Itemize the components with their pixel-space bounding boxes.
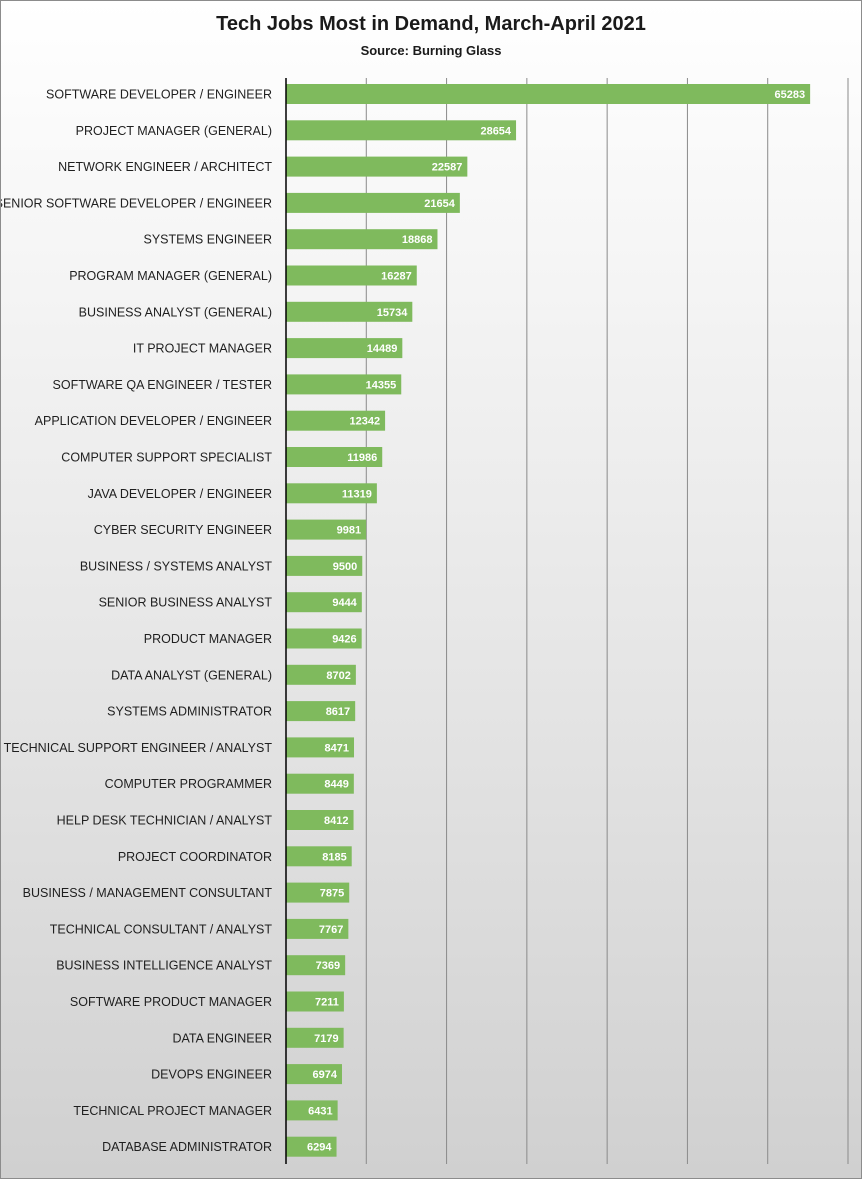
category-label: NETWORK ENGINEER / ARCHITECT [58,160,272,174]
bar-value-label: 12342 [349,416,380,428]
bar-value-label: 9500 [333,561,357,573]
bar [286,1064,342,1085]
bar-value-label: 6294 [307,1142,332,1154]
bar [286,555,363,576]
bar [286,701,356,722]
chart-subtitle: Source: Burning Glass [360,43,502,58]
bar-value-label: 6974 [313,1069,338,1081]
category-label: SOFTWARE PRODUCT MANAGER [70,995,272,1009]
category-label: BUSINESS INTELLIGENCE ANALYST [56,959,272,973]
bar [286,628,362,649]
bar [286,955,346,976]
category-label: IT PROJECT MANAGER [133,342,272,356]
category-label: SYSTEMS ENGINEER [144,233,273,247]
category-label: HELP DESK TECHNICIAN / ANALYST [57,814,273,828]
bar [286,773,354,794]
bar [286,810,354,830]
bar [286,882,350,903]
category-label: PROGRAM MANAGER (GENERAL) [69,269,272,283]
category-labels: SOFTWARE DEVELOPER / ENGINEER PROJECT MAN… [1,88,272,1155]
category-label: DATA ENGINEER [172,1031,272,1045]
bar-value-label: 9426 [332,634,356,646]
bar-value-label: 11319 [342,488,372,500]
category-label: PRODUCT MANAGER [144,632,272,646]
bar-value-label: 28654 [480,125,511,137]
bar-value-label: 9444 [332,597,357,609]
category-label: TECHNICAL SUPPORT ENGINEER / ANALYST [4,741,273,755]
bar-value-label: 7875 [320,888,344,900]
bar-value-label: 7369 [316,960,340,972]
bars: 65283 28654 22587 21654 18868 16287 15734 14489… [286,84,811,1157]
bar-value-label: 14489 [367,343,398,355]
bar [286,519,367,540]
category-label: TECHNICAL PROJECT MANAGER [73,1104,272,1118]
bar [286,447,383,467]
bar [286,410,386,431]
bar [286,301,413,322]
bar [286,338,403,359]
bar-value-label: 15734 [377,307,408,319]
category-label: SOFTWARE QA ENGINEER / TESTER [53,378,272,392]
category-label: DATA ANALYST (GENERAL) [111,668,272,682]
bar [286,1027,344,1048]
category-label: DEVOPS ENGINEER [151,1068,272,1082]
grid-lines [365,78,849,1164]
bar-value-label: 8412 [324,815,348,827]
bar-value-label: 8449 [324,779,348,791]
bar [286,592,362,613]
category-label: SENIOR BUSINESS ANALYST [99,596,273,610]
bar-value-label: 6431 [308,1105,332,1117]
category-label: SOFTWARE DEVELOPER / ENGINEER [46,88,272,102]
category-label: CYBER SECURITY ENGINEER [94,523,272,537]
bar [286,84,811,104]
bar [286,991,344,1012]
category-label: COMPUTER SUPPORT SPECIALIST [61,451,272,465]
bar-value-label: 7179 [314,1033,338,1045]
bar [286,483,377,504]
chart-title: Tech Jobs Most in Demand, March-April 20… [216,13,646,35]
bar-value-label: 7211 [315,997,339,1009]
bar [286,918,349,939]
bar [286,664,356,685]
category-label: BUSINESS / SYSTEMS ANALYST [80,559,273,573]
category-label: APPLICATION DEVELOPER / ENGINEER [35,414,272,428]
category-label: BUSINESS ANALYST (GENERAL) [79,305,272,319]
category-label: PROJECT COORDINATOR [118,850,272,864]
bar [286,374,402,395]
bar-value-label: 8702 [326,670,350,682]
category-label: PROJECT MANAGER (GENERAL) [76,124,272,138]
bar-value-label: 65283 [775,89,806,101]
bar-value-label: 7767 [319,924,343,936]
bar-value-label: 18868 [402,234,433,246]
bar [286,1136,337,1157]
bar-value-label: 8471 [325,742,349,754]
bar-value-label: 8185 [322,851,346,863]
bar [286,229,438,250]
bar-value-label: 21654 [424,198,455,210]
category-label: JAVA DEVELOPER / ENGINEER [88,487,272,501]
category-label: SYSTEMS ADMINISTRATOR [107,705,272,719]
bar-value-label: 22587 [432,162,463,174]
category-label: COMPUTER PROGRAMMER [105,777,272,791]
category-label: BUSINESS / MANAGEMENT CONSULTANT [23,886,273,900]
bar-value-label: 8617 [326,706,350,718]
bar [286,846,352,867]
bar-value-label: 16287 [381,271,412,283]
bar [286,265,417,286]
bar [286,120,517,141]
bar [286,1100,338,1121]
bar-value-label: 11986 [347,452,377,464]
bar [286,156,468,177]
category-label: DATABASE ADMINISTRATOR [102,1140,272,1154]
bar [286,737,355,758]
bar-value-label: 9981 [337,525,361,537]
bar [286,192,460,213]
bar-value-label: 14355 [366,379,397,391]
category-label: TECHNICAL CONSULTANT / ANALYST [50,922,273,936]
category-label: SENIOR SOFTWARE DEVELOPER / ENGINEER [1,196,272,210]
